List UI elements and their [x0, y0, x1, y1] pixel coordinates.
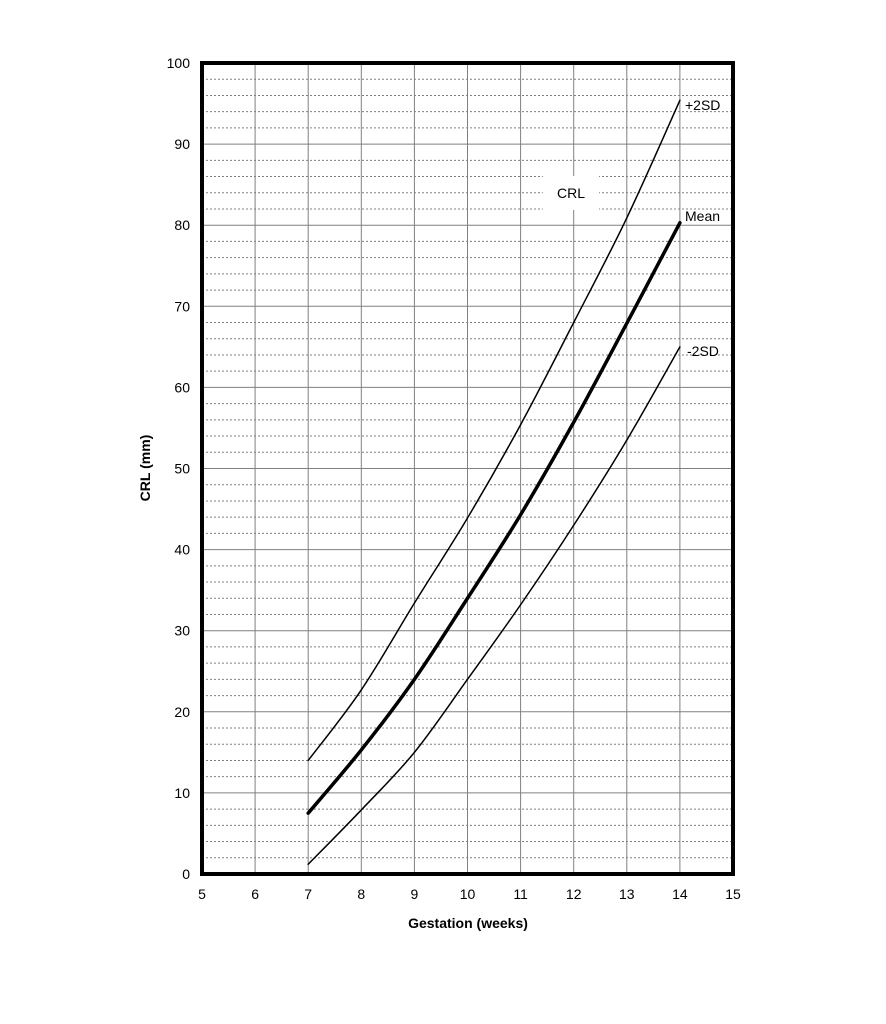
series-line-minus2sd [307, 346, 681, 866]
major-gridlines [201, 62, 734, 875]
chart-title: CRL [557, 185, 585, 201]
y-tick-label: 20 [174, 704, 190, 720]
chart-title-background [543, 176, 599, 210]
y-tick-label: 90 [174, 136, 190, 152]
x-tick-label: 8 [357, 886, 365, 902]
x-tick-label: 14 [672, 886, 688, 902]
y-tick-label: 0 [182, 866, 190, 882]
x-tick-label: 7 [304, 886, 312, 902]
y-tick-label: 70 [174, 298, 190, 314]
x-tick-label: 5 [198, 886, 206, 902]
x-axis-ticks: 5 6 7 8 9 10 11 12 13 14 15 [198, 886, 741, 902]
y-tick-label: 80 [174, 217, 190, 233]
x-tick-label: 6 [251, 886, 259, 902]
series-label-mean: Mean [685, 208, 720, 224]
series-label-minus2sd: -2SD [687, 343, 719, 359]
y-tick-label: 40 [174, 542, 190, 558]
y-axis-ticks: 0 10 20 30 40 50 60 70 80 90 100 [167, 55, 191, 882]
y-tick-label: 60 [174, 379, 190, 395]
x-tick-label: 10 [460, 886, 476, 902]
y-tick-label: 10 [174, 785, 190, 801]
x-tick-label: 12 [566, 886, 582, 902]
y-tick-label: 100 [167, 55, 191, 71]
series-line-plus2sd [307, 99, 681, 762]
y-axis-title: CRL (mm) [137, 435, 153, 502]
series-label-plus2sd: +2SD [685, 97, 720, 113]
y-tick-label: 50 [174, 461, 190, 477]
series-line-mean [306, 221, 682, 815]
x-tick-label: 13 [619, 886, 635, 902]
y-tick-label: 30 [174, 623, 190, 639]
plot-frame [200, 61, 735, 876]
data-series [306, 99, 682, 866]
x-tick-label: 15 [725, 886, 741, 902]
x-axis-title: Gestation (weeks) [408, 915, 528, 931]
x-tick-label: 9 [411, 886, 419, 902]
x-tick-label: 11 [513, 886, 528, 902]
